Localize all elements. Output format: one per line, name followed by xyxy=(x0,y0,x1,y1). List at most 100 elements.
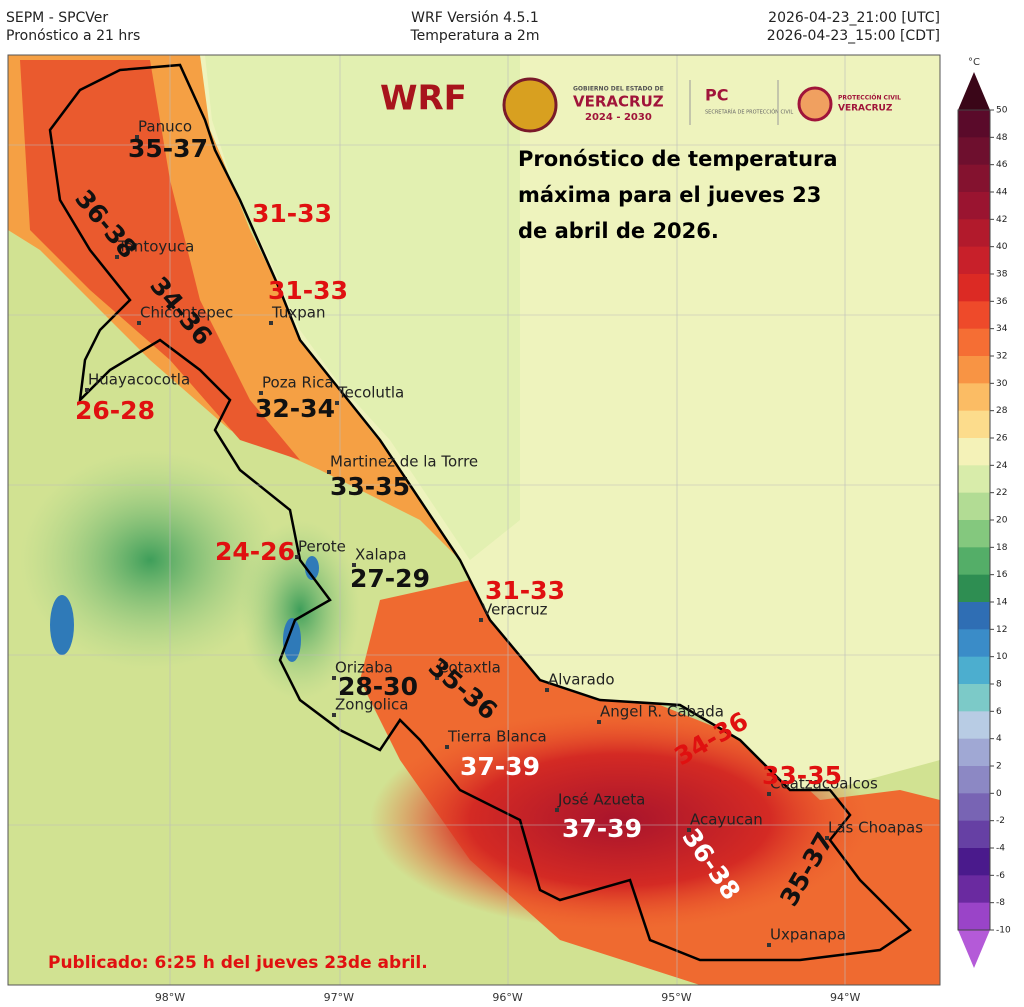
place-label: Tantoyuca xyxy=(117,238,194,256)
pc-emblem xyxy=(797,86,833,122)
colorbar-tick-label: 42 xyxy=(996,215,1007,225)
colorbar-band xyxy=(958,793,990,822)
logo-text: 2024 - 2030 xyxy=(585,112,652,123)
place-label: Las Choapas xyxy=(828,819,923,837)
temperature-range: 28-30 xyxy=(338,672,418,701)
cold-spot xyxy=(305,556,319,580)
colorbar-band xyxy=(958,520,990,548)
colorbar-band xyxy=(958,574,990,603)
header-left: Pronóstico a 21 hrs xyxy=(6,28,140,44)
colorbar-under xyxy=(958,930,990,968)
colorbar-band xyxy=(958,547,990,576)
colorbar-unit: °C xyxy=(968,57,980,68)
colorbar-tick-label: 40 xyxy=(996,242,1008,252)
temperature-range: 37-39 xyxy=(562,814,642,843)
temperature-range: 27-29 xyxy=(350,564,430,593)
temperature-range: 31-33 xyxy=(485,576,565,605)
colorbar-band xyxy=(958,110,990,138)
colorbar-band xyxy=(958,192,990,220)
temperature-range: 26-28 xyxy=(75,396,155,425)
logo-text: VERACRUZ xyxy=(838,104,893,114)
place-marker xyxy=(259,391,263,395)
colorbar-band xyxy=(958,902,990,931)
sea-tone xyxy=(205,55,520,560)
place-marker xyxy=(767,792,771,796)
cool-zone xyxy=(20,450,280,670)
colorbar-band xyxy=(958,766,990,794)
temperature-range: 33-35 xyxy=(762,761,842,790)
header-right: 2026-04-23_21:00 [UTC] xyxy=(768,10,940,26)
colorbar-band xyxy=(958,137,990,166)
place-label: Tierra Blanca xyxy=(447,728,547,746)
place-marker xyxy=(115,255,119,259)
colorbar-band xyxy=(958,410,990,439)
colorbar-band xyxy=(958,848,990,876)
map-frame xyxy=(7,54,941,986)
place-marker xyxy=(335,401,339,405)
temperature-range: 33-35 xyxy=(330,472,410,501)
place-label: Veracruz xyxy=(482,601,548,619)
place-marker xyxy=(479,618,483,622)
place-marker xyxy=(687,828,691,832)
colorbar-tick-label: 16 xyxy=(996,570,1008,580)
place-marker xyxy=(135,135,139,139)
colorbar-band xyxy=(958,246,990,275)
colorbar-tick-label: 44 xyxy=(996,188,1008,198)
colorbar-tick-label: 4 xyxy=(996,734,1002,744)
header-center: WRF Versión 4.5.1 xyxy=(411,10,539,26)
place-label: José Azueta xyxy=(557,791,645,809)
place-marker xyxy=(137,321,141,325)
lon-label: 98°W xyxy=(155,991,185,1003)
place-marker xyxy=(332,676,336,680)
hot-zone-north xyxy=(20,60,300,460)
place-marker xyxy=(269,321,273,325)
colorbar-tick-label: 28 xyxy=(996,406,1008,416)
state-border xyxy=(48,63,912,962)
colorbar-tick-label: -8 xyxy=(996,898,1005,908)
colorbar-band xyxy=(958,274,990,302)
place-marker xyxy=(597,720,601,724)
logo-text: GOBIERNO DEL ESTADO DE xyxy=(573,86,664,93)
hot-zone-south xyxy=(370,710,870,930)
colorbar-band xyxy=(958,875,990,904)
colorbar-band xyxy=(958,738,990,767)
place-label: Perote xyxy=(298,538,346,556)
place-marker xyxy=(767,943,771,947)
wrf-logo: WRF xyxy=(380,79,467,119)
colorbar-band xyxy=(958,711,990,740)
forecast-note: de abril de 2026. xyxy=(518,219,719,243)
temperature-range: 24-26 xyxy=(215,537,295,566)
map-area xyxy=(8,55,940,985)
colorbar-band xyxy=(958,438,990,466)
colorbar-band xyxy=(958,328,990,357)
colorbar-tick-label: 38 xyxy=(996,270,1008,280)
place-marker xyxy=(555,808,559,812)
temperature-range: 31-33 xyxy=(268,276,348,305)
place-marker xyxy=(332,713,336,717)
place-marker xyxy=(545,688,549,692)
place-marker xyxy=(295,555,299,559)
colorbar-tick-label: 0 xyxy=(996,789,1002,799)
forecast-note: máxima para el jueves 23 xyxy=(518,183,821,207)
forecast-note: Pronóstico de temperatura xyxy=(518,147,838,171)
header-left: SEPM - SPCVer xyxy=(6,10,108,26)
header-center: Temperatura a 2m xyxy=(410,28,540,44)
colorbar-tick-label: -4 xyxy=(996,844,1005,854)
header-right: 2026-04-23_15:00 [CDT] xyxy=(767,28,940,44)
place-label: Martinez de la Torre xyxy=(330,453,478,471)
place-marker xyxy=(327,470,331,474)
place-label: Acayucan xyxy=(690,811,763,829)
colorbar-tick-label: 48 xyxy=(996,133,1008,143)
colorbar-band xyxy=(958,492,990,521)
temperature-range: 31-33 xyxy=(252,199,332,228)
place-label: Uxpanapa xyxy=(770,926,846,944)
logo-text: VERACRUZ xyxy=(573,93,664,111)
colorbar-tick-label: 6 xyxy=(996,707,1002,717)
lon-label: 97°W xyxy=(324,991,354,1003)
colorbar-band xyxy=(958,164,990,193)
colorbar-band xyxy=(958,684,990,712)
footer: Publicado: 6:25 h del jueves 23de abril. xyxy=(48,953,428,973)
place-label: Xalapa xyxy=(355,546,407,564)
place-label: Cotaxtla xyxy=(438,659,501,677)
cold-spot xyxy=(283,618,301,662)
